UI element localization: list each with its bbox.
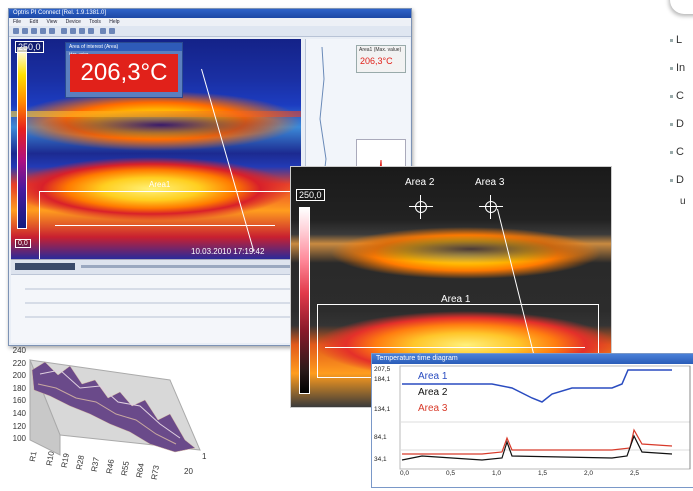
series-area3-line xyxy=(402,428,673,455)
time-diagram-chart xyxy=(399,365,691,470)
legend-area3: Area 3 xyxy=(418,403,448,414)
area2-label: Area 2 xyxy=(405,177,435,188)
series-area1-line xyxy=(402,369,672,403)
menu-bar: File Edit View Device Tools Help xyxy=(9,18,411,26)
menu-view[interactable]: View xyxy=(46,19,58,25)
list-item: C xyxy=(670,146,684,158)
xtick-1: 0,5 xyxy=(446,470,456,477)
ytick-1: 184,1 xyxy=(374,376,391,383)
scale-min-label: 0,0 xyxy=(15,239,31,248)
stop-icon[interactable] xyxy=(40,28,46,34)
profile-line xyxy=(55,225,275,226)
side-temp-title: Area1 (Max. value) xyxy=(359,47,402,53)
profile-line-2 xyxy=(325,347,585,348)
list-item: D xyxy=(670,118,684,130)
surface-y-ticks: 240 220 200 180 160 140 120 100 xyxy=(12,346,26,444)
surface-plot-graphic xyxy=(29,359,201,456)
list-item: In xyxy=(669,62,686,74)
playback-controls[interactable] xyxy=(15,263,75,270)
area3-label: Area 3 xyxy=(475,177,505,188)
xtick-4: 2,0 xyxy=(584,470,594,477)
surface-z-tick-20: 20 xyxy=(184,467,193,476)
series-area2-line xyxy=(401,434,673,461)
playback-bar[interactable] xyxy=(11,259,301,274)
area-icon[interactable] xyxy=(109,28,115,34)
xtick-0: 0,0 xyxy=(400,470,410,477)
color-scale-bar-2 xyxy=(299,207,310,394)
timestamp: 10.03.2010 17:19:42 xyxy=(191,247,265,256)
open-icon[interactable] xyxy=(13,28,19,34)
playback-slider[interactable] xyxy=(81,265,291,268)
temp-box-title: Area of interest (Area) xyxy=(66,43,182,51)
menu-tools[interactable]: Tools xyxy=(89,19,101,25)
legend-area2: Area 2 xyxy=(418,387,448,398)
window-title: Optris PI Connect [Rel. 1.9.1381.0] xyxy=(9,9,411,18)
time-diagram-title: Temperature time diagram xyxy=(372,354,693,364)
side-temp-box: Area1 (Max. value) 206,3°C xyxy=(356,45,406,73)
zoom-icon[interactable] xyxy=(61,28,67,34)
play-icon[interactable] xyxy=(31,28,37,34)
area1-label: Area1 xyxy=(149,180,171,189)
grid-icon[interactable] xyxy=(79,28,85,34)
list-item: C xyxy=(670,90,684,102)
xtick-5: 2,5 xyxy=(630,470,640,477)
scale-max-label: 250,0 xyxy=(15,41,44,53)
save-icon[interactable] xyxy=(22,28,28,34)
temperature-time-diagram-window: Temperature time diagram 207,5 184,1 134… xyxy=(371,353,693,488)
list-item: D xyxy=(670,174,684,186)
temp-box-sub: Max. value xyxy=(69,51,88,56)
menu-edit[interactable]: Edit xyxy=(29,19,39,25)
temperature-readout-window: Area of interest (Area) Max. value 206,3… xyxy=(65,42,183,98)
menu-file[interactable]: File xyxy=(13,19,22,25)
color-scale-bar xyxy=(17,47,27,229)
settings-icon[interactable] xyxy=(88,28,94,34)
snapshot-icon[interactable] xyxy=(100,28,106,34)
scale-max-label-2: 250,0 xyxy=(296,189,325,201)
ytick-2: 134,1 xyxy=(374,406,391,413)
main-app-window: Optris PI Connect [Rel. 1.9.1381.0] File… xyxy=(8,8,412,346)
palette-icon[interactable] xyxy=(70,28,76,34)
menu-device[interactable]: Device xyxy=(65,19,81,25)
side-temp-value: 206,3°C xyxy=(360,56,393,66)
list-item-continuation: u xyxy=(680,196,686,207)
surface-plot: 240 220 200 180 160 140 120 100 R1 R10 R19 R… xyxy=(0,340,225,486)
xtick-3: 1,5 xyxy=(538,470,548,477)
xtick-2: 1,0 xyxy=(492,470,502,477)
area3-crosshair[interactable] xyxy=(479,195,503,219)
ytick-0: 207,5 xyxy=(374,366,391,373)
record-icon[interactable] xyxy=(49,28,55,34)
area1-label-2: Area 1 xyxy=(441,294,471,305)
toolbar xyxy=(9,26,411,37)
temperature-value: 206,3°C xyxy=(70,54,178,92)
menu-help[interactable]: Help xyxy=(109,19,120,25)
corner-decoration xyxy=(670,0,693,14)
legend-area1: Area 1 xyxy=(418,371,448,382)
list-item: L xyxy=(669,34,683,46)
ytick-3: 84,1 xyxy=(374,434,387,441)
area2-crosshair[interactable] xyxy=(409,195,433,219)
surface-z-tick-1: 1 xyxy=(202,452,207,461)
ytick-4: 34,1 xyxy=(374,456,387,463)
